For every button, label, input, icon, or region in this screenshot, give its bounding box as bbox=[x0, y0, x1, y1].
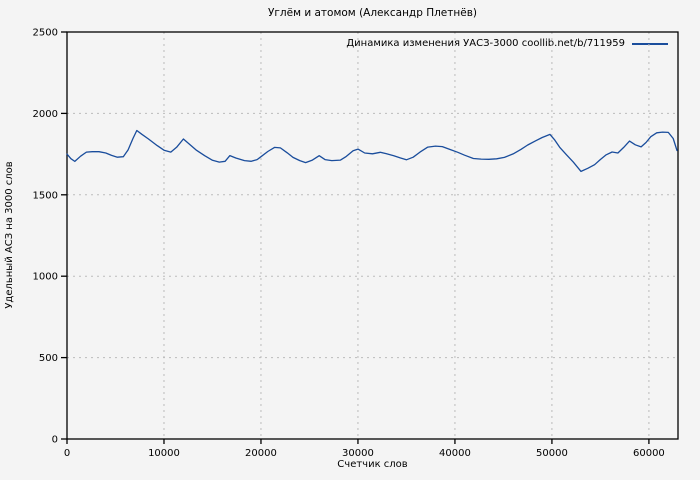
x-tick-label: 40000 bbox=[439, 448, 471, 459]
legend: Динамика изменения УАСЗ-3000 coollib.net… bbox=[346, 38, 668, 49]
legend-label: Динамика изменения УАСЗ-3000 coollib.net… bbox=[346, 38, 625, 49]
x-tick-label: 0 bbox=[64, 448, 70, 459]
y-tick-label: 1500 bbox=[33, 190, 58, 201]
y-tick-label: 2500 bbox=[33, 28, 58, 39]
x-tick-label: 20000 bbox=[245, 448, 277, 459]
x-tick-label: 60000 bbox=[633, 448, 665, 459]
plot-border bbox=[66, 31, 679, 440]
page-title: Углём и атомом (Александр Плетнёв) bbox=[267, 7, 477, 19]
x-axis-title: Счетчик слов bbox=[337, 459, 408, 470]
x-tick-label: 30000 bbox=[342, 448, 374, 459]
y-tick-label: 1000 bbox=[33, 272, 58, 283]
legend-line-sample-icon bbox=[632, 42, 668, 45]
x-tick-label: 50000 bbox=[536, 448, 568, 459]
x-tick-label: 10000 bbox=[148, 448, 180, 459]
data-line bbox=[66, 129, 678, 173]
y-tick-label: 500 bbox=[39, 353, 58, 364]
y-tick-label: 0 bbox=[52, 435, 58, 446]
y-tick-label: 2000 bbox=[33, 109, 58, 120]
